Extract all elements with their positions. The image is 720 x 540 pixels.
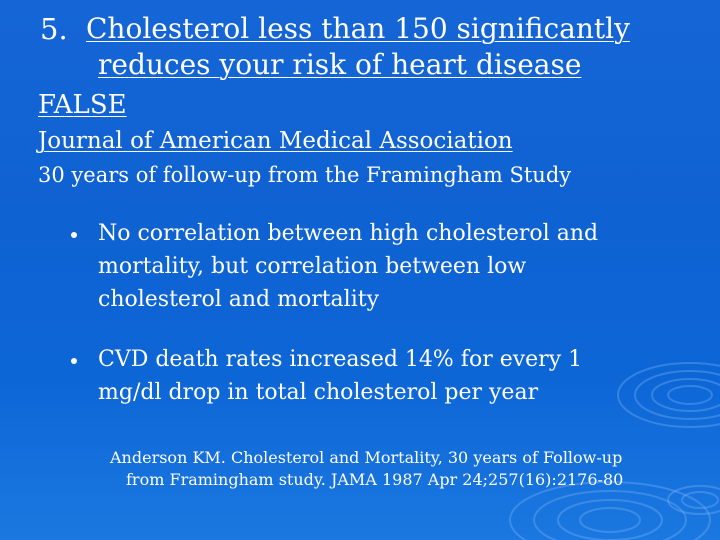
- study-subheading: 30 years of follow-up from the Framingha…: [38, 163, 572, 187]
- bullet-1-line-1: No correlation between high cholesterol …: [98, 221, 599, 246]
- bullet-dot-1: [71, 232, 77, 238]
- bullet-1-line-3: cholesterol and mortality: [98, 287, 380, 312]
- reference-line-1: Anderson KM. Cholesterol and Mortality, …: [110, 448, 623, 467]
- bullet-dot-2: [71, 358, 77, 364]
- answer-label: FALSE: [38, 90, 127, 120]
- title-line-1: Cholesterol less than 150 significantly: [86, 12, 630, 45]
- title-line-2: reduces your risk of heart disease: [98, 48, 582, 81]
- bullet-1-line-2: mortality, but correlation between low: [98, 254, 527, 279]
- bullet-2-line-2: mg/dl drop in total cholesterol per year: [98, 380, 539, 405]
- reference-line-2: from Framingham study. JAMA 1987 Apr 24;…: [126, 470, 624, 489]
- source-heading: Journal of American Medical Association: [38, 128, 513, 154]
- bullet-2-line-1: CVD death rates increased 14% for every …: [98, 347, 583, 372]
- item-number: 5.: [40, 12, 68, 46]
